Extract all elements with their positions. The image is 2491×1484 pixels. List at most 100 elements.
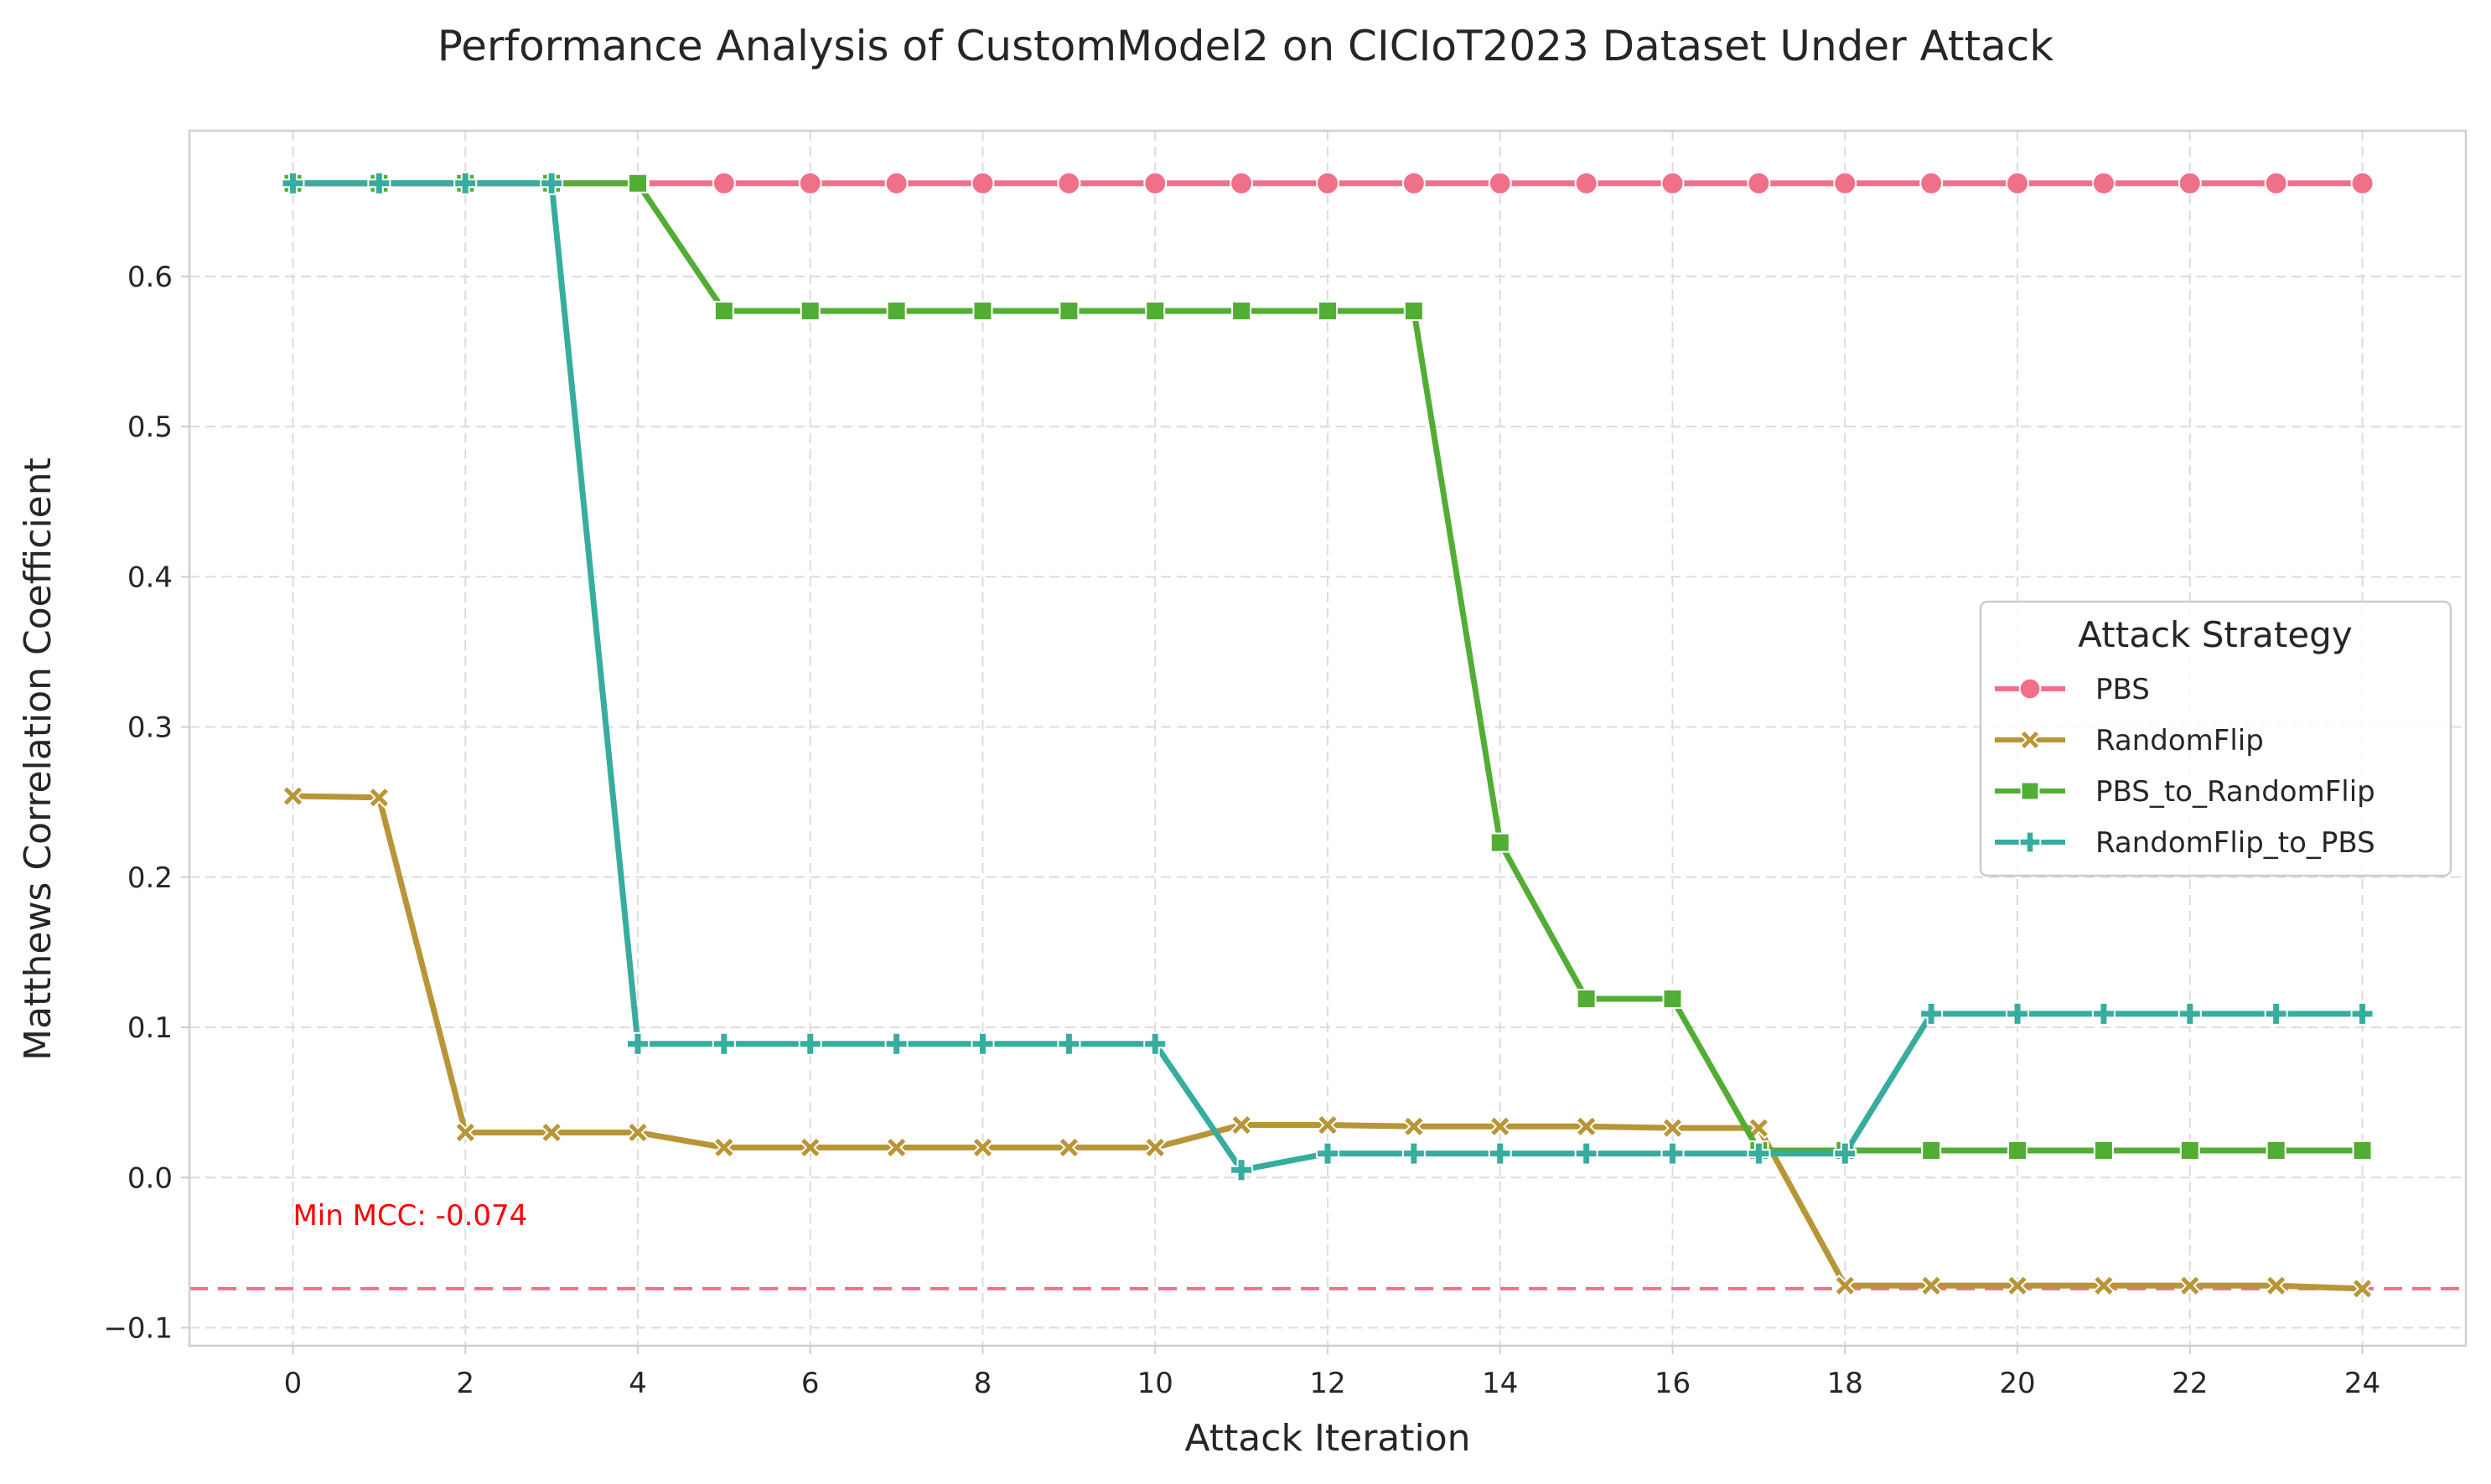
x-tick-label: 10 (1137, 1367, 1173, 1400)
data-point-pbs (2091, 171, 2116, 195)
data-point-randomflip (453, 1121, 477, 1144)
data-point-randomflip-to-pbs (2178, 1001, 2202, 1026)
legend-item-pbs: PBS (1995, 673, 2150, 706)
y-tick-label: 0.6 (127, 261, 173, 294)
data-point-randomflip-to-pbs (453, 171, 478, 195)
data-point-randomflip (1833, 1274, 1857, 1297)
data-point-randomflip (971, 1135, 994, 1159)
data-point-pbs-to-randomflip (1403, 301, 1424, 322)
tick-layer: 0 2 4 6 8 10 12 14 16 18 20 22 24−0.10.00.10.20.30.4… (103, 261, 2380, 1400)
data-point-pbs-to-randomflip (1921, 1140, 1942, 1161)
x-tick-label: 8 (974, 1367, 992, 1400)
data-point-randomflip (282, 784, 304, 808)
legend-swatch-marker (2020, 781, 2040, 801)
data-point-randomflip (540, 1121, 563, 1144)
legend-box (1979, 600, 2452, 877)
data-point-randomflip (626, 1121, 650, 1144)
data-point-pbs-to-randomflip (1489, 832, 1510, 853)
data-point-randomflip (1575, 1114, 1598, 1138)
data-point-randomflip-to-pbs (2006, 1001, 2030, 1026)
data-point-randomflip (1489, 1114, 1512, 1138)
data-point-pbs (1660, 171, 1685, 195)
data-point-randomflip-to-pbs (1401, 1141, 1426, 1166)
data-point-randomflip-to-pbs (1316, 1141, 1339, 1166)
legend-items: PBS RandomFlip PBS_to_RandomFlip RandomFlip… (1995, 673, 2375, 860)
data-point-pbs (1833, 171, 1857, 195)
data-point-pbs-to-randomflip (886, 301, 907, 322)
series-layer (281, 171, 2374, 1300)
data-point-randomflip (1919, 1274, 1943, 1297)
data-point-randomflip-to-pbs (1488, 1141, 1512, 1166)
data-point-pbs-to-randomflip (1318, 301, 1338, 322)
data-point-pbs-to-randomflip (627, 173, 648, 194)
data-point-pbs (798, 171, 822, 195)
y-tick-label: 0.2 (127, 861, 173, 895)
data-point-randomflip (1747, 1116, 1770, 1140)
y-tick-label: −0.1 (103, 1311, 173, 1345)
data-point-randomflip-to-pbs (1230, 1158, 1254, 1182)
data-point-randomflip-to-pbs (1143, 1032, 1168, 1056)
x-tick-label: 12 (1309, 1367, 1345, 1400)
data-point-pbs-to-randomflip (1059, 301, 1080, 322)
data-point-pbs (1230, 171, 1254, 195)
legend-swatch-marker (2018, 830, 2042, 854)
data-point-pbs-to-randomflip (2266, 1140, 2286, 1161)
data-point-pbs-to-randomflip (2007, 1140, 2028, 1161)
data-point-randomflip (712, 1135, 736, 1159)
data-point-pbs-to-randomflip (1662, 988, 1683, 1009)
data-point-randomflip (1143, 1135, 1167, 1159)
series-randomflip (282, 784, 2374, 1300)
data-point-randomflip-to-pbs (798, 1032, 822, 1056)
data-point-pbs-to-randomflip (800, 301, 821, 322)
x-tick-label: 0 (284, 1367, 303, 1400)
data-point-randomflip (2092, 1274, 2116, 1297)
data-point-pbs (2264, 171, 2288, 195)
legend-swatch-marker (2019, 729, 2041, 751)
data-point-randomflip (1402, 1114, 1426, 1138)
data-point-pbs (1316, 171, 1339, 195)
data-point-pbs (1574, 171, 1598, 195)
x-tick-label: 22 (2172, 1367, 2208, 1400)
legend-label: RandomFlip (2095, 724, 2264, 758)
data-point-randomflip-to-pbs (1747, 1141, 1771, 1166)
data-point-randomflip-to-pbs (1057, 1032, 1081, 1056)
chart-title: Performance Analysis of CustomModel2 on … (438, 22, 2053, 70)
x-tick-label: 18 (1827, 1367, 1863, 1400)
data-point-pbs-to-randomflip (713, 301, 734, 322)
data-point-randomflip (1661, 1116, 1684, 1140)
data-point-randomflip (885, 1135, 909, 1159)
data-point-randomflip-to-pbs (2091, 1001, 2116, 1026)
legend-label: PBS (2095, 673, 2150, 706)
y-tick-label: 0.4 (127, 561, 173, 594)
y-tick-label: 0.3 (127, 711, 173, 745)
data-point-pbs (1057, 171, 1081, 195)
min-mcc-annotation: Min MCC: -0.074 (293, 1199, 527, 1233)
data-point-randomflip (2351, 1277, 2374, 1300)
data-point-randomflip-to-pbs (712, 1032, 736, 1056)
data-point-pbs-to-randomflip (1231, 301, 1252, 322)
legend-item-randomflip: RandomFlip (1995, 724, 2264, 758)
data-point-randomflip (1316, 1114, 1339, 1136)
y-axis-label: Matthews Correlation Coefficient (17, 458, 60, 1061)
legend: Attack Strategy PBS RandomFlip PBS_to_Rand… (1979, 600, 2452, 877)
data-point-pbs (1401, 171, 1426, 195)
x-tick-label: 24 (2344, 1367, 2380, 1400)
data-point-randomflip (1057, 1135, 1080, 1159)
data-point-pbs (1143, 171, 1168, 195)
legend-item-pbs-to-randomflip: PBS_to_RandomFlip (1995, 775, 2375, 809)
data-point-randomflip-to-pbs (1574, 1141, 1598, 1166)
y-tick-label: 0.5 (127, 411, 173, 444)
data-point-randomflip (367, 786, 391, 809)
data-point-randomflip (2178, 1274, 2202, 1297)
data-point-pbs-to-randomflip (972, 301, 993, 322)
data-point-pbs (712, 171, 736, 195)
annotation-layer: Min MCC: -0.074 (293, 1199, 527, 1233)
legend-title: Attack Strategy (2078, 614, 2352, 655)
data-point-randomflip-to-pbs (2350, 1001, 2374, 1026)
x-tick-label: 2 (456, 1367, 474, 1400)
data-point-pbs-to-randomflip (1576, 988, 1597, 1009)
x-tick-label: 20 (1999, 1367, 2035, 1400)
data-point-pbs (1747, 171, 1771, 195)
